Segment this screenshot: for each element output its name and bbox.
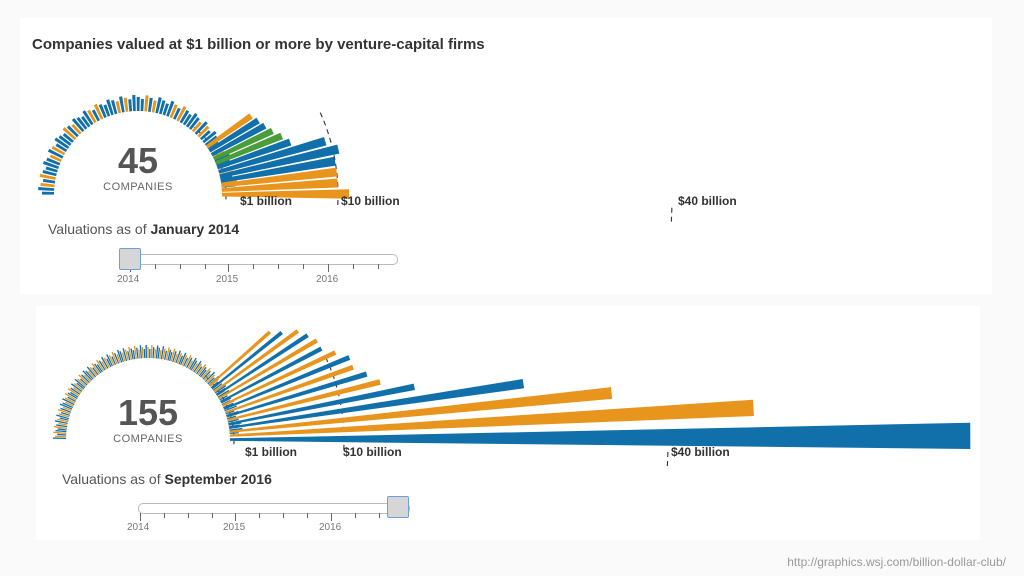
valuation-bar	[154, 349, 156, 358]
slider-year-2014: 2014	[117, 274, 139, 285]
radial-bar-charts	[0, 0, 1024, 576]
valuation-bar	[124, 98, 129, 112]
valuation-date-caption: Valuations as of January 2014	[48, 221, 239, 237]
valuation-bar	[43, 179, 55, 184]
company-count: 155	[88, 392, 208, 434]
date-slider-track[interactable]	[120, 254, 398, 265]
company-count: 45	[78, 140, 198, 182]
threshold-label-10b: $10 billion	[343, 445, 402, 459]
valuation-bar	[137, 97, 140, 111]
date-slider-track[interactable]	[138, 503, 410, 514]
date-slider-handle[interactable]	[119, 248, 141, 270]
valuation-bar	[147, 347, 148, 358]
valuation-bar	[132, 95, 136, 111]
valuation-bar	[144, 95, 148, 111]
valuation-bar	[142, 347, 144, 358]
valuation-bar	[42, 192, 54, 195]
date-slider-handle[interactable]	[387, 496, 409, 518]
valuation-bar	[144, 349, 146, 358]
valuation-bar	[148, 98, 153, 112]
valuation-bar	[149, 349, 150, 358]
threshold-label-1b: $1 billion	[240, 194, 292, 208]
company-count-label: COMPANIES	[78, 181, 198, 193]
threshold-arc	[671, 206, 672, 222]
source-url: http://graphics.wsj.com/billion-dollar-c…	[787, 555, 1006, 569]
valuation-bar	[40, 183, 54, 187]
valuation-bar	[53, 437, 66, 439]
valuation-date-caption: Valuations as of September 2016	[62, 471, 272, 487]
threshold-arc	[667, 450, 668, 466]
threshold-label-40b: $40 billion	[671, 445, 730, 459]
threshold-label-10b: $10 billion	[341, 194, 400, 208]
threshold-label-1b: $1 billion	[245, 445, 297, 459]
threshold-label-40b: $40 billion	[678, 194, 737, 208]
slider-year-2014: 2014	[127, 522, 149, 533]
valuation-bar	[152, 347, 154, 358]
valuation-bar	[141, 99, 144, 111]
valuation-bar	[151, 345, 153, 358]
valuation-bar	[128, 99, 132, 111]
slider-year-2016: 2016	[316, 274, 338, 285]
valuation-date: January 2014	[150, 221, 239, 237]
valuation-bar	[145, 345, 147, 358]
slider-year-2015: 2015	[216, 274, 238, 285]
valuation-bar	[55, 436, 66, 438]
valuation-date: September 2016	[164, 471, 271, 487]
valuation-bar	[38, 187, 54, 191]
company-count-label: COMPANIES	[88, 433, 208, 445]
slider-year-2015: 2015	[223, 522, 245, 533]
slider-year-2016: 2016	[319, 522, 341, 533]
valuation-bar	[57, 434, 66, 436]
valuation-bar	[230, 423, 970, 449]
